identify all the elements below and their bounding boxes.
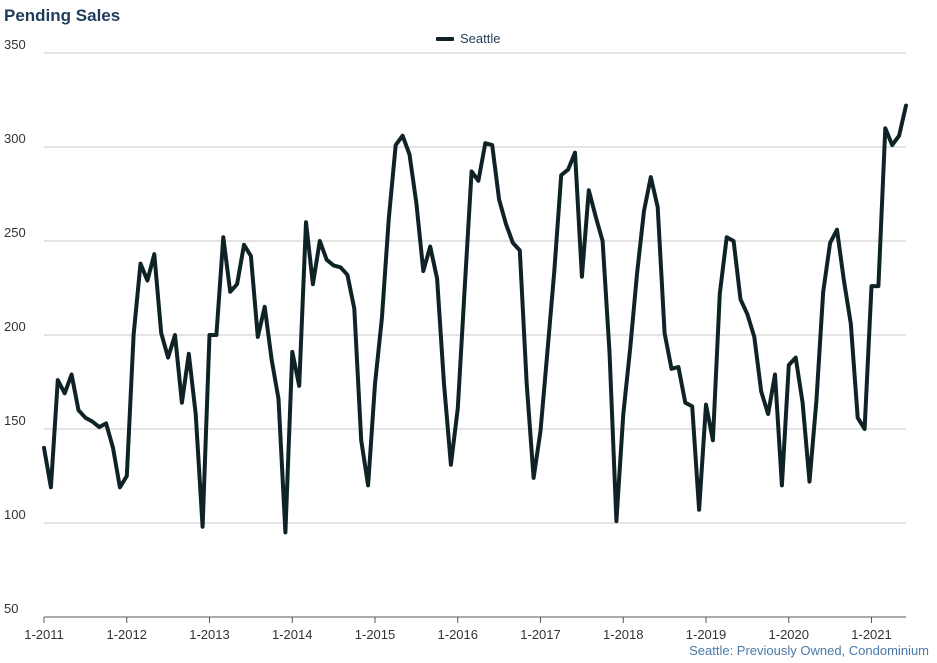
x-tick-label-1-2021: 1-2021 [851, 627, 891, 642]
y-tick-label-50: 50 [4, 601, 18, 616]
y-tick-label-100: 100 [4, 507, 26, 522]
y-tick-label-250: 250 [4, 225, 26, 240]
legend-label-seattle: Seattle [460, 31, 501, 46]
x-tick-label-1-2014: 1-2014 [272, 627, 312, 642]
x-tick-label-1-2011: 1-2011 [24, 627, 64, 642]
x-tick-label-1-2012: 1-2012 [107, 627, 147, 642]
x-tick-label-1-2017: 1-2017 [520, 627, 560, 642]
series-line-seattle [42, 103, 908, 535]
x-tick-label-1-2019: 1-2019 [686, 627, 726, 642]
x-tick-label-1-2018: 1-2018 [603, 627, 643, 642]
x-tick-label-1-2020: 1-2020 [769, 627, 809, 642]
legend-swatch-seattle [436, 36, 454, 41]
x-tick-label-1-2013: 1-2013 [189, 627, 229, 642]
x-tick-label-1-2016: 1-2016 [438, 627, 478, 642]
x-tick-label-1-2015: 1-2015 [355, 627, 395, 642]
y-tick-label-300: 300 [4, 131, 26, 146]
y-tick-label-350: 350 [4, 37, 26, 52]
legend: Seattle [436, 31, 500, 46]
chart-title: Pending Sales [4, 6, 121, 25]
source-note: Seattle: Previously Owned, Condominium [689, 643, 929, 658]
y-tick-label-200: 200 [4, 319, 26, 334]
y-tick-label-150: 150 [4, 413, 26, 428]
